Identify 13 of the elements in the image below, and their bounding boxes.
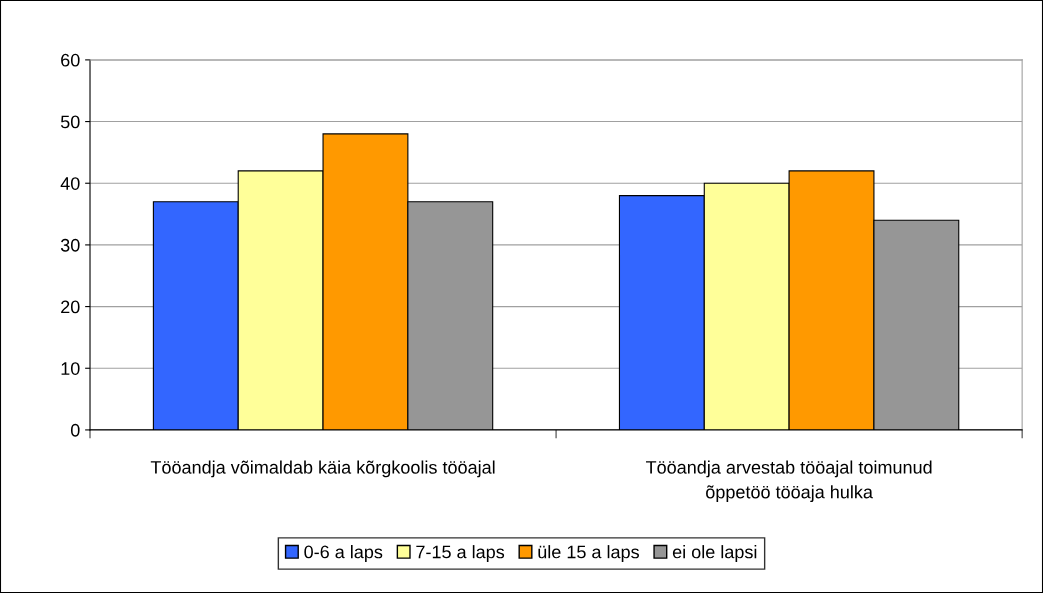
y-tick-label: 30 — [60, 238, 80, 252]
y-tick-label: 10 — [61, 362, 80, 375]
legend-label: 0-6 a laps — [304, 545, 383, 562]
legend-label: üle 15 a laps — [538, 545, 639, 562]
y-tick-label: 60 — [61, 53, 80, 67]
legend-label: 7-15 a laps — [416, 545, 505, 562]
y-tick-label: 50 — [60, 115, 80, 129]
legend-label: ei ole lapsi — [672, 545, 757, 562]
x-tick-label: Tööandja arvestab tööajal toimunud õppetöö tööaja hulka — [645, 460, 932, 502]
y-tick-label: 0 — [70, 423, 80, 437]
y-tick-label: 40 — [60, 177, 80, 190]
y-tick-label: 20 — [61, 300, 80, 314]
x-tick-label: Tööandja võimaldab käia kõrgkoolis tööajal — [150, 460, 495, 478]
